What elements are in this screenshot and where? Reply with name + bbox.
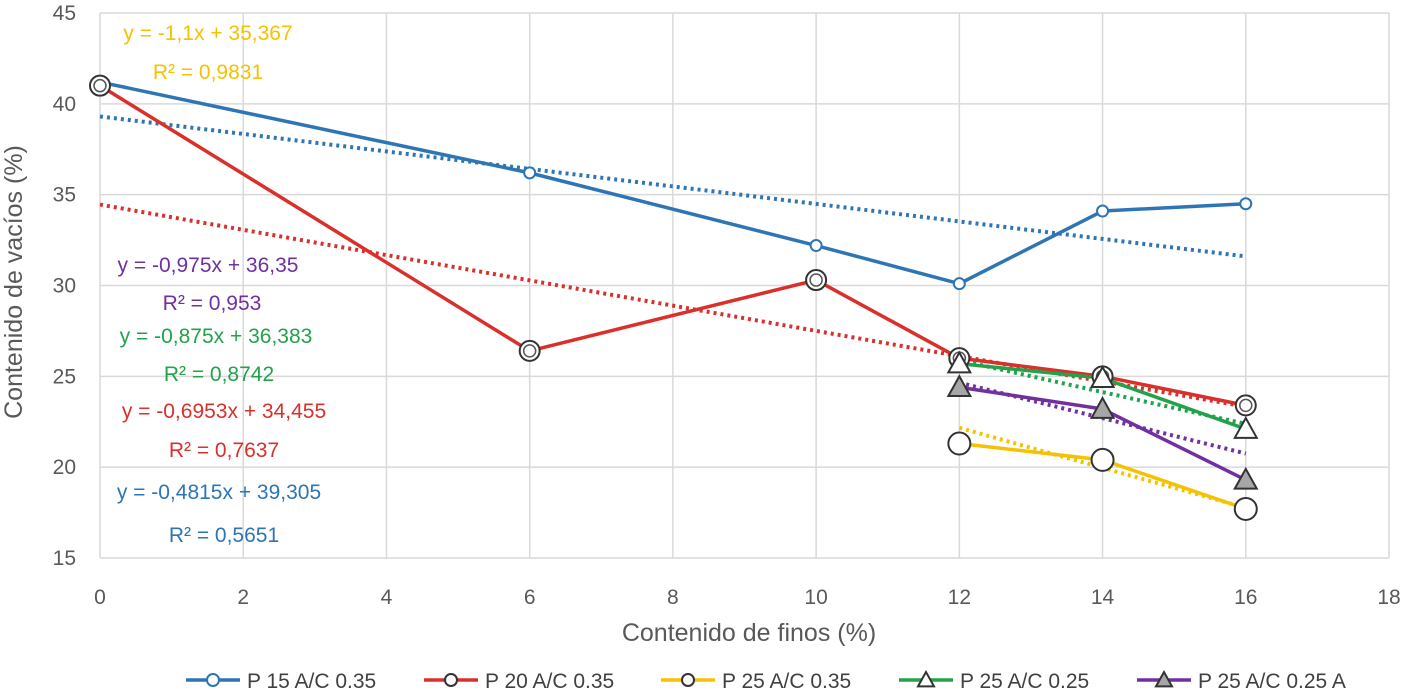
series-line-2 xyxy=(99,84,1247,408)
data-point-series-2-inner xyxy=(93,78,107,93)
data-point-series-4 xyxy=(1089,365,1116,388)
data-point-series-2 xyxy=(89,74,111,97)
data-point-series-4 xyxy=(946,350,973,374)
x-tick-label: 0 xyxy=(94,586,106,609)
legend-marker xyxy=(1154,669,1174,688)
data-point-series-2-inner xyxy=(522,344,537,358)
trendline-equation: y = -1,1x + 35,367 xyxy=(123,22,292,45)
legend-label: P 20 A/C 0.35 xyxy=(485,670,614,693)
data-point-series-3 xyxy=(947,431,972,456)
trendline-r2: R² = 0,9831 xyxy=(153,61,263,84)
trendline-equation: y = -0,975x + 36,35 xyxy=(118,254,299,277)
legend-marker xyxy=(916,669,936,688)
legend-label: P 25 A/C 0.35 xyxy=(722,670,851,693)
legend-label: P 25 A/C 0.25 xyxy=(960,670,1089,693)
trendline-equation: y = -0,875x + 36,383 xyxy=(120,325,313,348)
trendline-r2: R² = 0,7637 xyxy=(169,439,279,462)
data-point-series-2 xyxy=(805,269,828,292)
x-axis-title: Contenido de finos (%) xyxy=(622,619,876,647)
x-tick-label: 2 xyxy=(237,586,249,609)
data-point-series-3 xyxy=(1090,447,1115,472)
data-point-series-1 xyxy=(523,166,537,180)
data-point-series-3 xyxy=(1233,496,1258,521)
x-tick-label: 4 xyxy=(381,586,393,609)
legend-marker xyxy=(206,673,220,687)
data-point-series-2 xyxy=(1234,394,1257,417)
x-tick-label: 6 xyxy=(524,586,536,609)
data-point-series-2-inner xyxy=(809,273,823,287)
trendline-equation: y = -0,6953x + 34,455 xyxy=(122,400,326,423)
x-tick-label: 10 xyxy=(804,586,827,609)
y-tick-label: 45 xyxy=(53,2,76,25)
x-tick-label: 14 xyxy=(1091,586,1115,609)
data-point-series-5 xyxy=(946,374,973,398)
data-point-series-5 xyxy=(1233,466,1259,490)
x-tick-label: 16 xyxy=(1234,586,1257,609)
tick-labels: 15 20 25 30 35 40 45 0 2 4 6 8 10 12 14 16 18 xyxy=(53,2,1401,609)
y-tick-label: 30 xyxy=(53,275,76,298)
y-axis-title: Contenido de vacíos (%) xyxy=(0,145,28,419)
trendline-r2: R² = 0,8742 xyxy=(164,363,274,386)
data-point-series-2-outer xyxy=(89,74,111,97)
y-tick-label: 25 xyxy=(53,365,76,388)
data-point-series-2-outer xyxy=(518,339,541,362)
x-tick-label: 12 xyxy=(948,586,971,609)
trendline-series-1 xyxy=(99,114,1247,259)
trendline-equation: y = -0,4815x + 39,305 xyxy=(117,481,321,504)
trendline-equations: y = -1,1x + 35,367 R² = 0,9831 y = -0,975x… xyxy=(117,22,326,547)
data-point-series-2-inner xyxy=(1239,398,1253,413)
data-point-series-2-outer xyxy=(1234,394,1257,417)
y-tick-label: 20 xyxy=(53,456,76,479)
x-tick-label: 18 xyxy=(1377,586,1400,609)
legend-label: P 15 A/C 0.35 xyxy=(247,670,376,693)
series-markers xyxy=(89,74,1259,521)
data-point-series-1 xyxy=(1239,197,1253,211)
data-point-series-1 xyxy=(952,277,966,291)
trendline-r2: R² = 0,5651 xyxy=(169,524,279,547)
y-tick-label: 40 xyxy=(53,93,76,116)
legend-label: P 25 A/C 0.25 A xyxy=(1198,670,1346,693)
data-point-series-1 xyxy=(809,239,823,253)
data-point-series-2 xyxy=(518,339,541,362)
trendline-r2: R² = 0,953 xyxy=(163,292,262,315)
legend: P 15 A/C 0.35 P 20 A/C 0.35 P 25 A/C 0.35 P… xyxy=(186,669,1346,693)
legend-marker xyxy=(444,673,458,687)
data-point-series-1 xyxy=(1096,204,1110,218)
grid-lines xyxy=(99,12,1390,559)
y-tick-label: 15 xyxy=(53,547,76,570)
trendline-series-2 xyxy=(99,202,1247,409)
y-tick-label: 35 xyxy=(53,184,76,207)
series-line-1 xyxy=(99,80,1246,286)
data-point-series-2-outer xyxy=(805,269,828,292)
legend-marker xyxy=(681,673,695,687)
data-point-series-4 xyxy=(1233,415,1259,439)
data-point-series-5 xyxy=(1089,395,1116,419)
x-tick-label: 8 xyxy=(667,586,679,609)
